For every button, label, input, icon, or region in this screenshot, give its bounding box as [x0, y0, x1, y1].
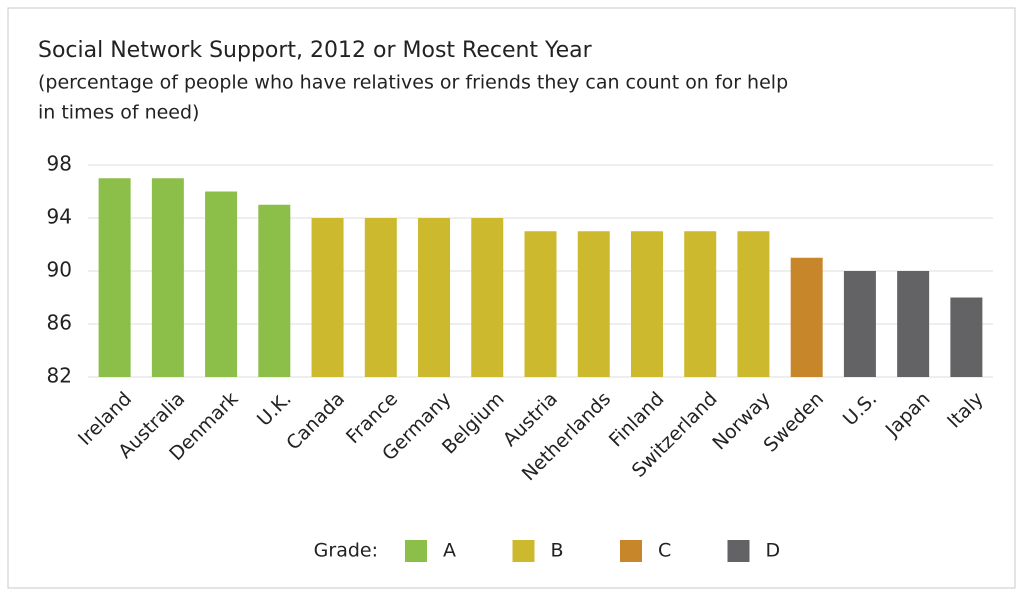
bar: [684, 231, 717, 377]
bar: [151, 178, 184, 377]
legend-label: B: [551, 540, 564, 562]
y-tick-label: 94: [47, 205, 72, 229]
legend-swatch: [405, 540, 427, 562]
legend-title: Grade:: [314, 540, 378, 562]
bar: [897, 271, 930, 377]
chart-title: Social Network Support, 2012 or Most Rec…: [38, 38, 593, 63]
bar: [950, 297, 983, 377]
y-tick-label: 90: [47, 258, 72, 282]
legend-label: D: [766, 540, 781, 562]
bar: [98, 178, 131, 377]
bar: [843, 271, 876, 377]
bar: [205, 191, 238, 377]
legend-swatch: [620, 540, 642, 562]
y-tick-label: 86: [47, 311, 72, 335]
bar: [418, 218, 451, 377]
legend-label: C: [658, 540, 671, 562]
y-tick-label: 82: [47, 364, 72, 388]
bar: [311, 218, 344, 377]
legend-swatch: [512, 540, 535, 562]
bar: [524, 231, 557, 377]
bar: [630, 231, 663, 377]
legend-swatch: [727, 540, 750, 562]
chart-subtitle: in times of need): [38, 102, 199, 124]
bar: [737, 231, 770, 377]
bar: [790, 257, 823, 377]
y-tick-label: 98: [47, 152, 72, 176]
bar: [364, 218, 397, 377]
chart-subtitle: (percentage of people who have relatives…: [38, 72, 788, 94]
legend-label: A: [443, 540, 456, 562]
bar: [471, 218, 504, 377]
bar: [258, 204, 291, 377]
bar: [577, 231, 610, 377]
